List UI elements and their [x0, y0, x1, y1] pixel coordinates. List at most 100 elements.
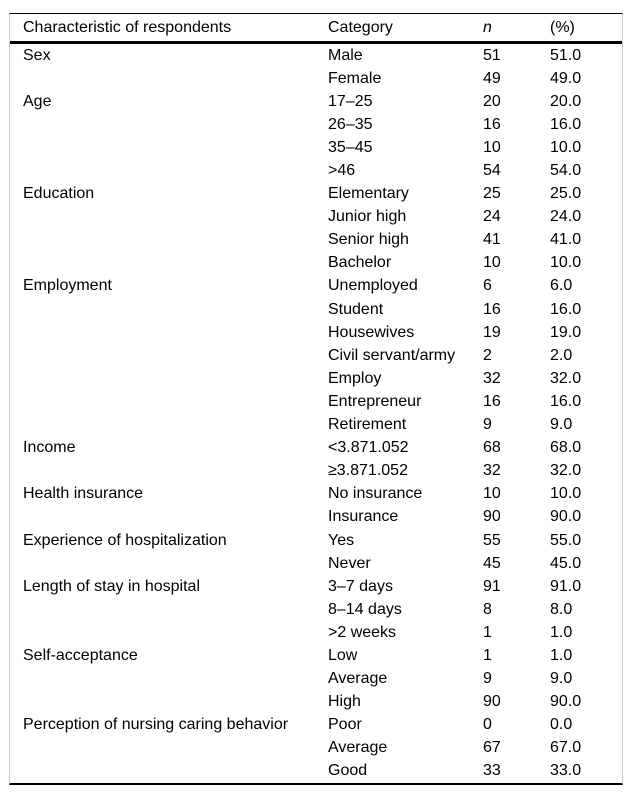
n-cell: 1 — [483, 623, 492, 641]
n-cell: 16 — [483, 115, 501, 133]
characteristic-cell — [10, 668, 315, 691]
table-row: Experience of hospitalization Yes 55 55.0 — [10, 529, 622, 552]
table-row: 26–35 16 16.0 — [10, 113, 622, 136]
category-cell: Junior high — [328, 208, 407, 226]
n-cell: 16 — [483, 392, 501, 410]
category-cell: Insurance — [328, 508, 399, 526]
percent-cell: 24.0 — [550, 208, 582, 226]
category-cell: 35–45 — [328, 138, 373, 156]
characteristic-cell — [10, 113, 315, 136]
characteristic-cell — [10, 691, 315, 714]
percent-cell: 8.0 — [550, 600, 573, 618]
table-row: Insurance 90 90.0 — [10, 506, 622, 529]
table-row: ≥3.871.052 32 32.0 — [10, 460, 622, 483]
category-cell: Unemployed — [328, 277, 418, 295]
percent-cell: 1.0 — [550, 623, 573, 641]
percent-cell: 32.0 — [550, 369, 582, 387]
characteristic-cell — [10, 344, 315, 367]
table-row: Income <3.871.052 68 68.0 — [10, 437, 622, 460]
n-cell: 9 — [483, 670, 492, 688]
characteristic-cell: Perception of nursing caring behavior — [23, 716, 289, 734]
characteristic-cell — [10, 598, 315, 621]
category-cell: Civil servant/army — [328, 346, 456, 364]
table-row: Civil servant/army 2 2.0 — [10, 344, 622, 367]
characteristic-cell — [10, 737, 315, 760]
percent-cell: 9.0 — [550, 670, 573, 688]
category-cell: Never — [328, 554, 371, 572]
percent-cell: 10.0 — [550, 138, 582, 156]
table-row: >2 weeks 1 1.0 — [10, 621, 622, 644]
characteristic-cell — [10, 621, 315, 644]
percent-cell: 68.0 — [550, 439, 582, 457]
category-cell: No insurance — [328, 485, 423, 503]
category-cell: Female — [328, 69, 382, 87]
n-cell: 51 — [483, 46, 501, 64]
n-cell: 10 — [483, 254, 501, 272]
n-cell: 32 — [483, 462, 501, 480]
percent-cell: 0.0 — [550, 716, 573, 734]
n-cell: 19 — [483, 323, 501, 341]
characteristic-cell: Health insurance — [23, 485, 144, 503]
n-cell: 90 — [483, 693, 501, 711]
col-header-category: Category — [315, 14, 470, 44]
category-cell: <3.871.052 — [328, 439, 409, 457]
characteristic-cell: Income — [23, 439, 76, 457]
percent-cell: 20.0 — [550, 92, 582, 110]
percent-cell: 6.0 — [550, 277, 573, 295]
characteristic-cell — [10, 506, 315, 529]
percent-cell: 19.0 — [550, 323, 582, 341]
category-cell: Poor — [328, 716, 362, 734]
table-header: Characteristic of respondents Category n… — [10, 14, 622, 44]
percent-cell: 1.0 — [550, 646, 573, 664]
percent-cell: 16.0 — [550, 115, 582, 133]
table-row: Employ 32 32.0 — [10, 367, 622, 390]
percent-cell: 45.0 — [550, 554, 582, 572]
characteristic-cell — [10, 414, 315, 437]
col-header-characteristic: Characteristic of respondents — [10, 14, 315, 44]
category-cell: Entrepreneur — [328, 392, 422, 410]
percent-cell: 67.0 — [550, 739, 582, 757]
category-cell: Average — [328, 670, 388, 688]
percent-cell: 54.0 — [550, 162, 582, 180]
table-row: Student 16 16.0 — [10, 298, 622, 321]
n-cell: 33 — [483, 762, 501, 780]
category-cell: 3–7 days — [328, 577, 393, 595]
n-cell: 41 — [483, 231, 501, 249]
n-cell: 45 — [483, 554, 501, 572]
category-cell: 26–35 — [328, 115, 373, 133]
n-cell: 1 — [483, 646, 492, 664]
characteristic-cell: Self-acceptance — [23, 646, 138, 664]
n-cell: 0 — [483, 716, 492, 734]
table-row: Employment Unemployed 6 6.0 — [10, 275, 622, 298]
n-cell: 10 — [483, 485, 501, 503]
table-row: Length of stay in hospital 3–7 days 91 91.0 — [10, 575, 622, 598]
table-row: Housewives 19 19.0 — [10, 321, 622, 344]
percent-cell: 25.0 — [550, 185, 582, 203]
characteristic-cell — [10, 229, 315, 252]
category-cell: Housewives — [328, 323, 415, 341]
n-cell: 67 — [483, 739, 501, 757]
category-cell: Student — [328, 300, 384, 318]
percent-cell: 10.0 — [550, 254, 582, 272]
percent-cell: 51.0 — [550, 46, 582, 64]
col-header-n: n — [470, 14, 537, 44]
col-header-percent: (%) — [537, 14, 622, 44]
table-row: Senior high 41 41.0 — [10, 229, 622, 252]
characteristic-cell: Education — [23, 185, 95, 203]
percent-cell: 41.0 — [550, 231, 582, 249]
table-row: Sex Male 51 51.0 — [10, 43, 622, 68]
percent-cell: 32.0 — [550, 462, 582, 480]
category-cell: Employ — [328, 369, 382, 387]
category-cell: Yes — [328, 531, 355, 549]
characteristic-cell — [10, 159, 315, 182]
n-cell: 8 — [483, 600, 492, 618]
table-row: Bachelor 10 10.0 — [10, 252, 622, 275]
category-cell: Bachelor — [328, 254, 392, 272]
characteristic-cell — [10, 760, 315, 783]
table-row: Self-acceptance Low 1 1.0 — [10, 644, 622, 667]
percent-cell: 49.0 — [550, 69, 582, 87]
n-cell: 10 — [483, 138, 501, 156]
characteristic-cell — [10, 460, 315, 483]
category-cell: Elementary — [328, 185, 409, 203]
characteristic-cell — [10, 252, 315, 275]
